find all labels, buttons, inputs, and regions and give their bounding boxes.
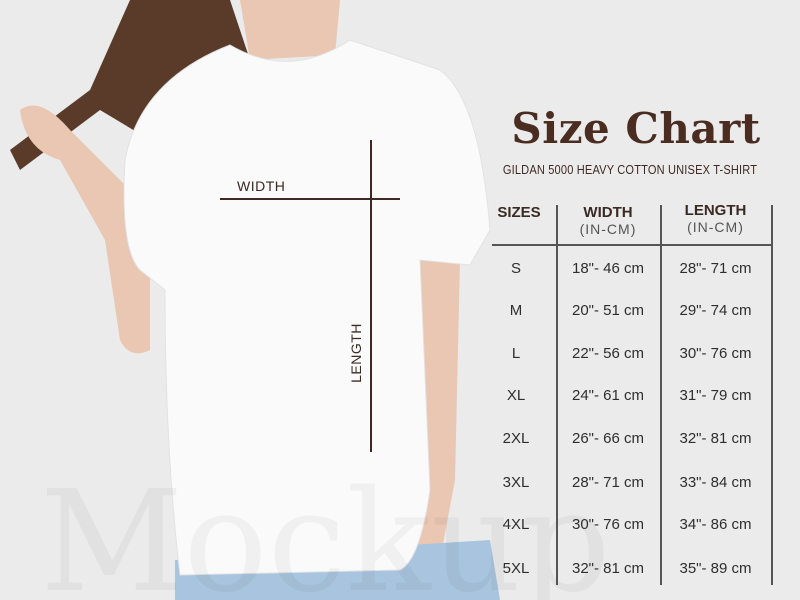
cell-length: 28"- 71 cm bbox=[679, 260, 752, 277]
cell-length: 33"- 84 cm bbox=[679, 474, 752, 491]
cell-length: 34"- 86 cm bbox=[679, 516, 752, 533]
cell-length: 31"- 79 cm bbox=[679, 387, 752, 404]
cell-size: XL bbox=[506, 387, 526, 404]
cell-width: 18"- 46 cm bbox=[571, 260, 645, 277]
neck bbox=[240, 0, 340, 60]
col-header-length: LENGTH (IN-CM) bbox=[660, 202, 771, 235]
subtitle: GILDAN 5000 HEAVY COTTON UNISEX T-SHIRT bbox=[502, 162, 758, 177]
length-label: LENGTH bbox=[347, 323, 364, 383]
cell-size: L bbox=[511, 345, 521, 362]
page-title: Size Chart bbox=[511, 104, 761, 153]
cell-length: 29"- 74 cm bbox=[679, 302, 752, 319]
cell-length: 30"- 76 cm bbox=[679, 345, 752, 362]
cell-length: 32"- 81 cm bbox=[679, 430, 752, 447]
cell-size: 3XL bbox=[502, 474, 530, 491]
t-shirt bbox=[123, 39, 491, 576]
col-label: WIDTH bbox=[583, 204, 633, 221]
cell-width: 30"- 76 cm bbox=[571, 516, 645, 533]
cell-width: 24"- 61 cm bbox=[571, 387, 645, 404]
cell-width: 28"- 71 cm bbox=[571, 474, 645, 491]
cell-width: 22"- 56 cm bbox=[571, 345, 645, 362]
cell-width: 20"- 51 cm bbox=[571, 302, 645, 319]
cell-size: 2XL bbox=[502, 430, 530, 447]
column-divider bbox=[660, 205, 662, 585]
col-unit: (IN-CM) bbox=[687, 219, 744, 235]
cell-width: 32"- 81 cm bbox=[571, 560, 645, 577]
column-divider bbox=[771, 205, 773, 585]
header-divider bbox=[492, 244, 772, 246]
cell-size: S bbox=[510, 260, 521, 277]
watermark: Mockup bbox=[40, 461, 611, 600]
cell-size: 5XL bbox=[502, 560, 530, 577]
cell-size: M bbox=[509, 302, 523, 319]
cell-width: 26"- 66 cm bbox=[571, 430, 645, 447]
cell-size: 4XL bbox=[502, 516, 530, 533]
width-label: WIDTH bbox=[237, 178, 286, 194]
width-measure-line bbox=[220, 198, 400, 200]
col-label: SIZES bbox=[497, 204, 541, 221]
arm-left bbox=[20, 105, 150, 354]
length-measure-line bbox=[370, 140, 372, 452]
col-header-sizes: SIZES bbox=[492, 204, 546, 221]
cell-length: 35"- 89 cm bbox=[679, 560, 752, 577]
col-header-width: WIDTH (IN-CM) bbox=[556, 204, 660, 237]
col-unit: (IN-CM) bbox=[579, 221, 637, 237]
column-divider bbox=[556, 205, 558, 585]
col-label: LENGTH bbox=[684, 202, 747, 219]
